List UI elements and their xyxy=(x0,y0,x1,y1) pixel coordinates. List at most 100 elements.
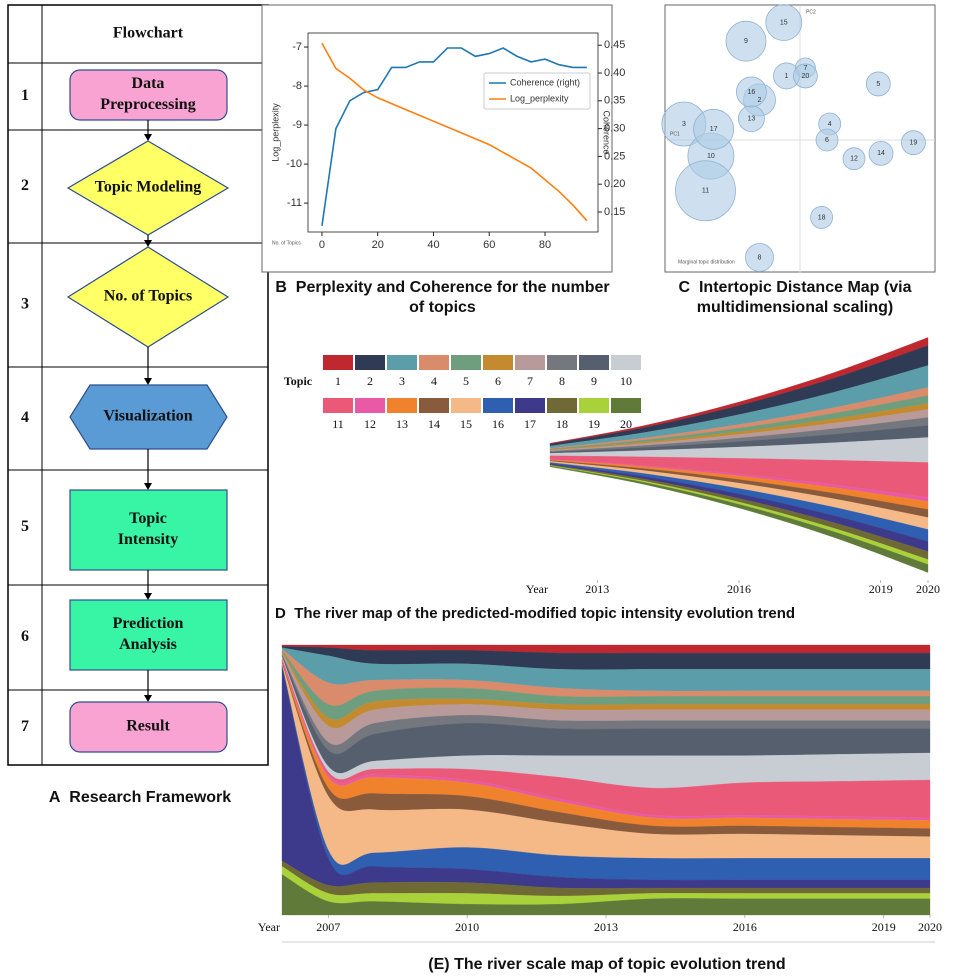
legend-swatch xyxy=(515,398,545,413)
topic-bubble xyxy=(865,71,891,97)
panel-letter: B xyxy=(275,279,287,296)
process-box xyxy=(69,489,228,571)
step-label: Prediction xyxy=(113,615,184,632)
legend-label: 8 xyxy=(559,374,565,388)
legend-label: 14 xyxy=(428,417,440,431)
legend-swatch xyxy=(451,398,481,413)
legend-swatch xyxy=(419,355,449,370)
x-tick-label: 2016 xyxy=(727,582,751,596)
legend-label: 5 xyxy=(463,374,469,388)
x-tick-label: 60 xyxy=(483,239,495,251)
caption-a: A Research Framework xyxy=(10,788,270,808)
x-tick-label: 2013 xyxy=(585,582,609,596)
legend-swatch xyxy=(579,398,609,413)
caption-d: D The river map of the predicted-modifie… xyxy=(275,604,955,624)
legend-label: 10 xyxy=(620,374,632,388)
x-tick-label: 2019 xyxy=(872,920,896,934)
topic-bubble xyxy=(693,108,734,150)
legend-label: 11 xyxy=(332,417,344,431)
table-frame xyxy=(7,4,269,766)
topic-bubble xyxy=(868,140,894,166)
bubble-label: 6 xyxy=(825,137,829,144)
legend-label: 20 xyxy=(620,417,632,431)
y2-tick-label: 0.25 xyxy=(604,150,625,162)
bubble-label: 4 xyxy=(828,121,832,128)
process-box xyxy=(69,599,228,671)
y2-tick-label: 0.20 xyxy=(604,178,625,190)
bubble-label: 5 xyxy=(876,81,880,88)
y-tick-label: -11 xyxy=(287,197,302,209)
y-tick-label: -7 xyxy=(292,41,302,53)
legend-label: 17 xyxy=(524,417,536,431)
topic-bubble xyxy=(815,128,839,152)
step-number: 5 xyxy=(21,518,29,535)
data-line xyxy=(321,42,588,222)
bubble-label: 20 xyxy=(802,73,810,80)
topic-bubble xyxy=(745,243,774,272)
bubble-label: 3 xyxy=(682,121,686,128)
panel-letter: (E) xyxy=(428,956,450,973)
legend-swatch xyxy=(387,398,417,413)
step-number: 6 xyxy=(21,628,29,645)
hexagon-box xyxy=(69,384,228,450)
step-number: 2 xyxy=(21,177,29,194)
legend-label: 15 xyxy=(460,417,472,431)
y2-tick-label: 0.40 xyxy=(604,67,625,79)
legend-label: 1 xyxy=(335,374,341,388)
arrow-head xyxy=(144,378,152,385)
step-number: 7 xyxy=(21,718,29,735)
legend-swatch xyxy=(483,355,513,370)
y2-tick-label: 0.35 xyxy=(604,95,625,107)
caption-text: Perplexity and Coherence for the number … xyxy=(295,279,610,316)
caption-text: Intertopic Distance Map (via multidimens… xyxy=(696,279,912,316)
legend-swatch xyxy=(419,398,449,413)
topic-bubble xyxy=(765,4,803,41)
annotation: Marginal topic distribution xyxy=(678,259,735,265)
legend-label: 19 xyxy=(588,417,600,431)
bubble-label: 8 xyxy=(758,254,762,261)
panel-letter: A xyxy=(48,789,61,806)
bubble-label: 15 xyxy=(780,19,788,26)
process-box xyxy=(69,701,228,753)
x-tick-label: 2013 xyxy=(594,920,618,934)
step-label: Topic xyxy=(129,510,167,527)
caption-text: The river scale map of topic evolution t… xyxy=(454,956,786,973)
x-axis-label: Year xyxy=(258,920,280,934)
legend-label: 16 xyxy=(492,417,504,431)
bubble-label: 13 xyxy=(748,115,756,122)
caption-e: (E) The river scale map of topic evoluti… xyxy=(282,955,932,975)
legend-swatch xyxy=(451,355,481,370)
topic-stream xyxy=(549,465,929,573)
caption-text: Research Framework xyxy=(69,789,232,806)
bubble-label: 17 xyxy=(710,126,718,133)
legend-swatch xyxy=(355,355,385,370)
bubble-label: 10 xyxy=(707,153,715,160)
y-axis-label: Log_perplexity xyxy=(270,103,280,162)
bubble-label: 2 xyxy=(758,97,762,104)
topic-bubble xyxy=(736,76,767,108)
legend-swatch xyxy=(387,355,417,370)
legend-label: 3 xyxy=(399,374,405,388)
bubble-label: 14 xyxy=(877,150,885,157)
step-label: Analysis xyxy=(119,636,177,653)
y2-axis-label: Coherence xyxy=(602,110,612,154)
bubble-label: 7 xyxy=(803,65,807,72)
x-tick-label: 2016 xyxy=(733,920,757,934)
plot-area xyxy=(307,32,599,233)
step-label: Intensity xyxy=(118,531,178,548)
y-tick-label: -9 xyxy=(292,119,302,131)
legend-label: Coherence (right) xyxy=(510,77,580,87)
legend-swatch xyxy=(611,355,641,370)
arrow-head xyxy=(144,695,152,702)
x-tick-label: 2019 xyxy=(869,582,893,596)
arrow-head xyxy=(144,240,152,247)
arrow-head xyxy=(144,134,152,141)
legend-swatch xyxy=(483,398,513,413)
panel-frame xyxy=(261,4,613,273)
step-label: No. of Topics xyxy=(104,288,192,305)
legend-label: 7 xyxy=(527,374,533,388)
x-tick-label: 2020 xyxy=(918,920,942,934)
legend-label: 18 xyxy=(556,417,568,431)
step-label: Data xyxy=(132,75,165,92)
